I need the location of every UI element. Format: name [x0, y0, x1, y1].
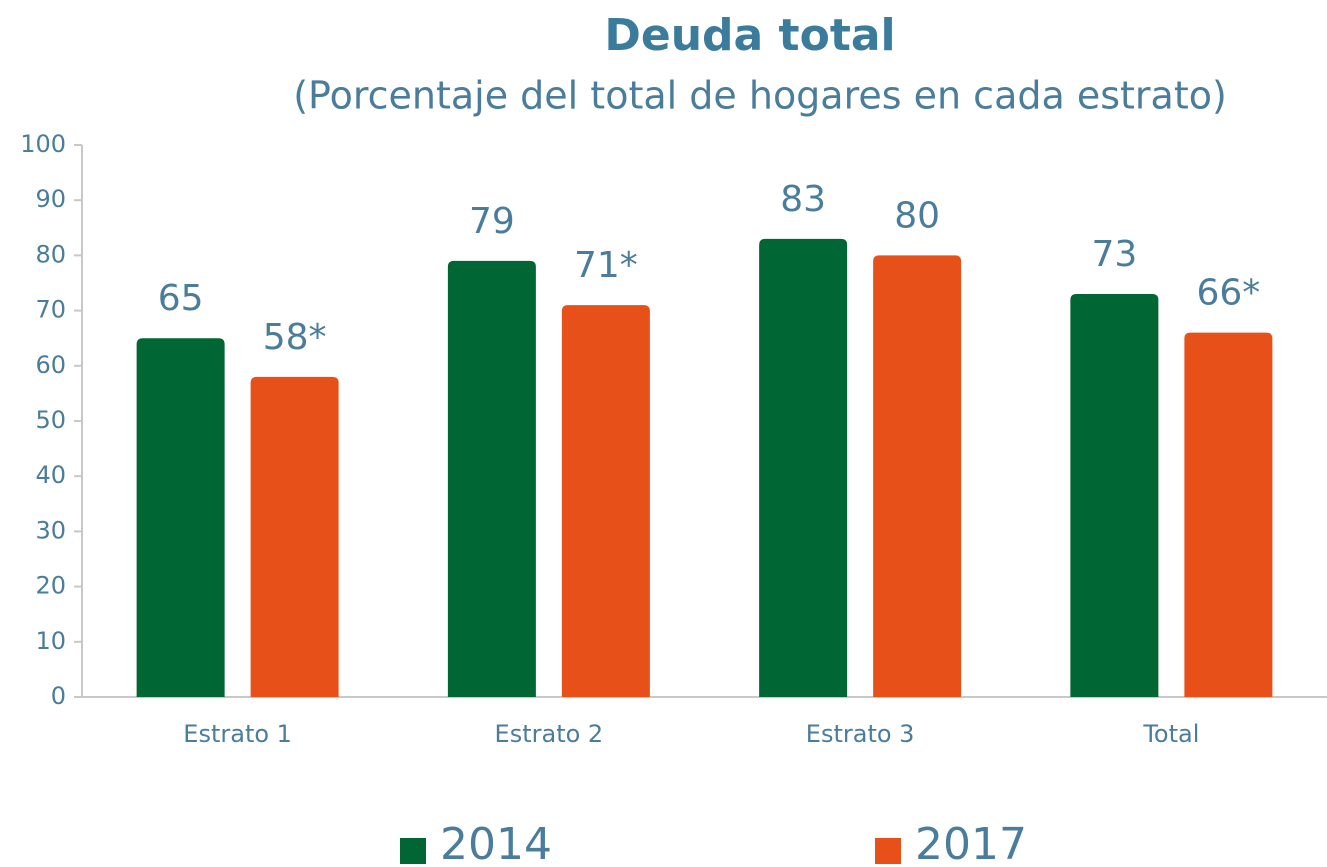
y-tick-label: 100: [20, 130, 66, 158]
bar: [136, 338, 225, 697]
bar: [250, 376, 339, 697]
bar: [561, 305, 650, 697]
y-tick-label: 60: [35, 351, 66, 379]
chart-title: Deuda total: [604, 10, 895, 61]
y-tick-label: 40: [35, 461, 66, 489]
data-label: 79: [469, 201, 515, 242]
data-label: 80: [894, 195, 940, 236]
y-tick-label: 80: [35, 240, 66, 268]
y-tick-label: 70: [35, 296, 66, 324]
x-tick-label: Estrato 1: [183, 720, 292, 748]
y-tick-label: 50: [35, 406, 66, 434]
y-tick-label: 90: [35, 185, 66, 213]
bar: [1070, 294, 1159, 697]
y-tick-label: 0: [51, 682, 66, 710]
y-tick-label: 20: [35, 572, 66, 600]
x-tick-label: Total: [1142, 720, 1199, 748]
legend-swatch: [400, 838, 426, 864]
data-label: 65: [158, 278, 204, 319]
bar: [447, 260, 536, 697]
data-label: 73: [1091, 234, 1137, 275]
x-tick-label: Estrato 3: [806, 720, 915, 748]
data-label: 71*: [574, 245, 638, 286]
data-label: 66*: [1196, 273, 1260, 314]
chart-subtitle: (Porcentaje del total de hogares en cada…: [293, 74, 1227, 118]
legend-label: 2014: [440, 819, 552, 867]
bar: [759, 238, 848, 697]
x-tick-label: Estrato 2: [495, 720, 604, 748]
y-tick-label: 10: [35, 627, 66, 655]
bar: [873, 255, 962, 697]
data-label: 83: [780, 179, 826, 220]
y-tick-label: 30: [35, 516, 66, 544]
legend-swatch: [875, 838, 901, 864]
data-label: 58*: [263, 317, 327, 358]
legend-label: 2017: [915, 819, 1027, 867]
bar: [1184, 332, 1273, 697]
